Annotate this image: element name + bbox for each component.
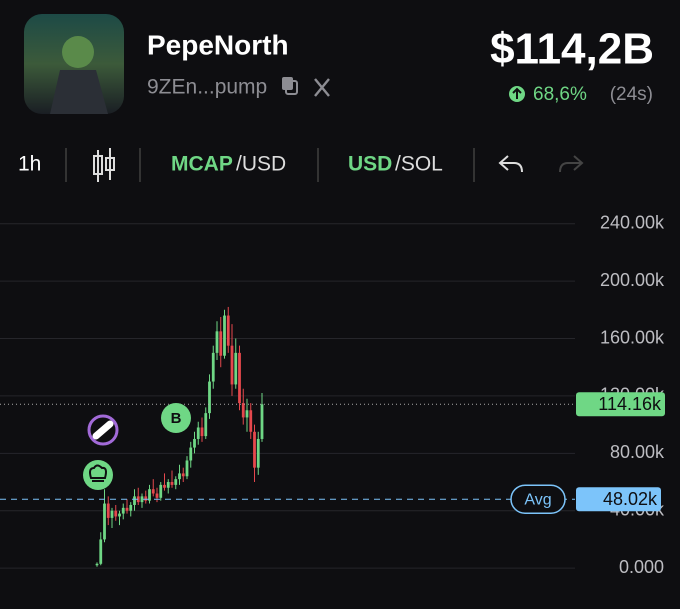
candle-body <box>219 331 223 356</box>
candle-body <box>204 413 208 437</box>
candle-body <box>121 507 125 514</box>
x-icon[interactable] <box>314 78 330 97</box>
undo[interactable] <box>498 155 523 173</box>
candle-body <box>155 493 159 498</box>
y-tick-label: 200.00k <box>600 270 665 290</box>
candle-body <box>95 563 99 566</box>
candle-body <box>208 381 211 414</box>
y-tick-label: 0.000 <box>619 557 664 577</box>
token-address: 9ZEn...pump <box>147 76 267 99</box>
candle-body <box>103 503 106 540</box>
candle-body <box>226 315 230 346</box>
candle-body <box>178 473 181 480</box>
token-name: PepeNorth <box>147 29 289 60</box>
chef-icon <box>89 464 107 482</box>
candle-body <box>106 503 110 518</box>
avg-label: 48.02k <box>603 489 658 509</box>
candle-body <box>253 431 256 468</box>
candle-body <box>241 403 245 418</box>
candle-body <box>245 410 249 418</box>
avg-tag <box>510 484 566 514</box>
candle-body <box>215 331 219 353</box>
y-tick-label: 160.00k <box>600 327 665 347</box>
candle-body <box>118 513 121 517</box>
candle-body <box>200 427 204 437</box>
usd-toggle[interactable]: USD <box>348 153 392 176</box>
candle-body <box>223 315 226 356</box>
candle-body <box>170 482 174 485</box>
change: 68,6% <box>533 84 587 105</box>
candle-body <box>185 460 189 477</box>
candle-body <box>230 345 234 385</box>
logo-figure <box>62 36 94 68</box>
y-tick-label: 80.00k <box>610 442 665 462</box>
candle-body <box>260 404 264 439</box>
buy-marker[interactable] <box>161 403 191 433</box>
candle-body <box>140 496 144 503</box>
candle-body <box>196 427 200 439</box>
price-badge <box>576 392 665 417</box>
candle-body <box>144 496 148 501</box>
candle-body <box>159 484 163 498</box>
candle-body <box>114 510 118 517</box>
candle-body <box>129 504 133 511</box>
pill-icon <box>92 420 114 440</box>
candle-body <box>110 510 114 518</box>
candle-body <box>181 473 185 477</box>
candle-icon[interactable] <box>93 148 115 182</box>
avg-tag-label: Avg <box>524 491 551 508</box>
up-arrow <box>512 87 522 99</box>
candle-body <box>133 496 136 505</box>
candle-body <box>125 507 129 511</box>
buy-marker-label: B <box>171 410 182 427</box>
candle-body <box>256 438 260 468</box>
redo[interactable] <box>559 155 584 173</box>
copy-icon-back <box>282 77 293 90</box>
price-label: 114.16k <box>598 394 662 414</box>
chart: 0.00040.00k80.00k120.00k160.00k200.00k24… <box>0 212 665 577</box>
usd-unit[interactable]: /SOL <box>395 153 443 176</box>
timeframe[interactable]: 1h <box>18 153 41 176</box>
mcap-toggle[interactable]: MCAP <box>171 153 233 176</box>
candle-body <box>249 410 253 432</box>
candle-body <box>174 479 178 485</box>
candle-body <box>136 496 140 503</box>
candle-body <box>211 352 215 382</box>
chef-marker[interactable] <box>83 460 113 490</box>
candle-body <box>99 539 103 564</box>
candle-body <box>238 352 241 404</box>
mcap-unit[interactable]: /USD <box>236 153 286 176</box>
candle-body <box>189 447 193 461</box>
candle-body <box>166 482 170 488</box>
change-interval: (24s) <box>610 84 653 105</box>
y-tick-label: 240.00k <box>600 212 665 232</box>
candle-body <box>151 489 155 494</box>
avg-badge <box>576 487 661 512</box>
candle-body <box>163 484 166 488</box>
logo-cloak <box>50 70 108 114</box>
market-cap: $114,2B <box>490 25 654 74</box>
candle-body <box>148 489 151 501</box>
candle-body <box>193 438 196 448</box>
candle-body <box>234 352 238 385</box>
